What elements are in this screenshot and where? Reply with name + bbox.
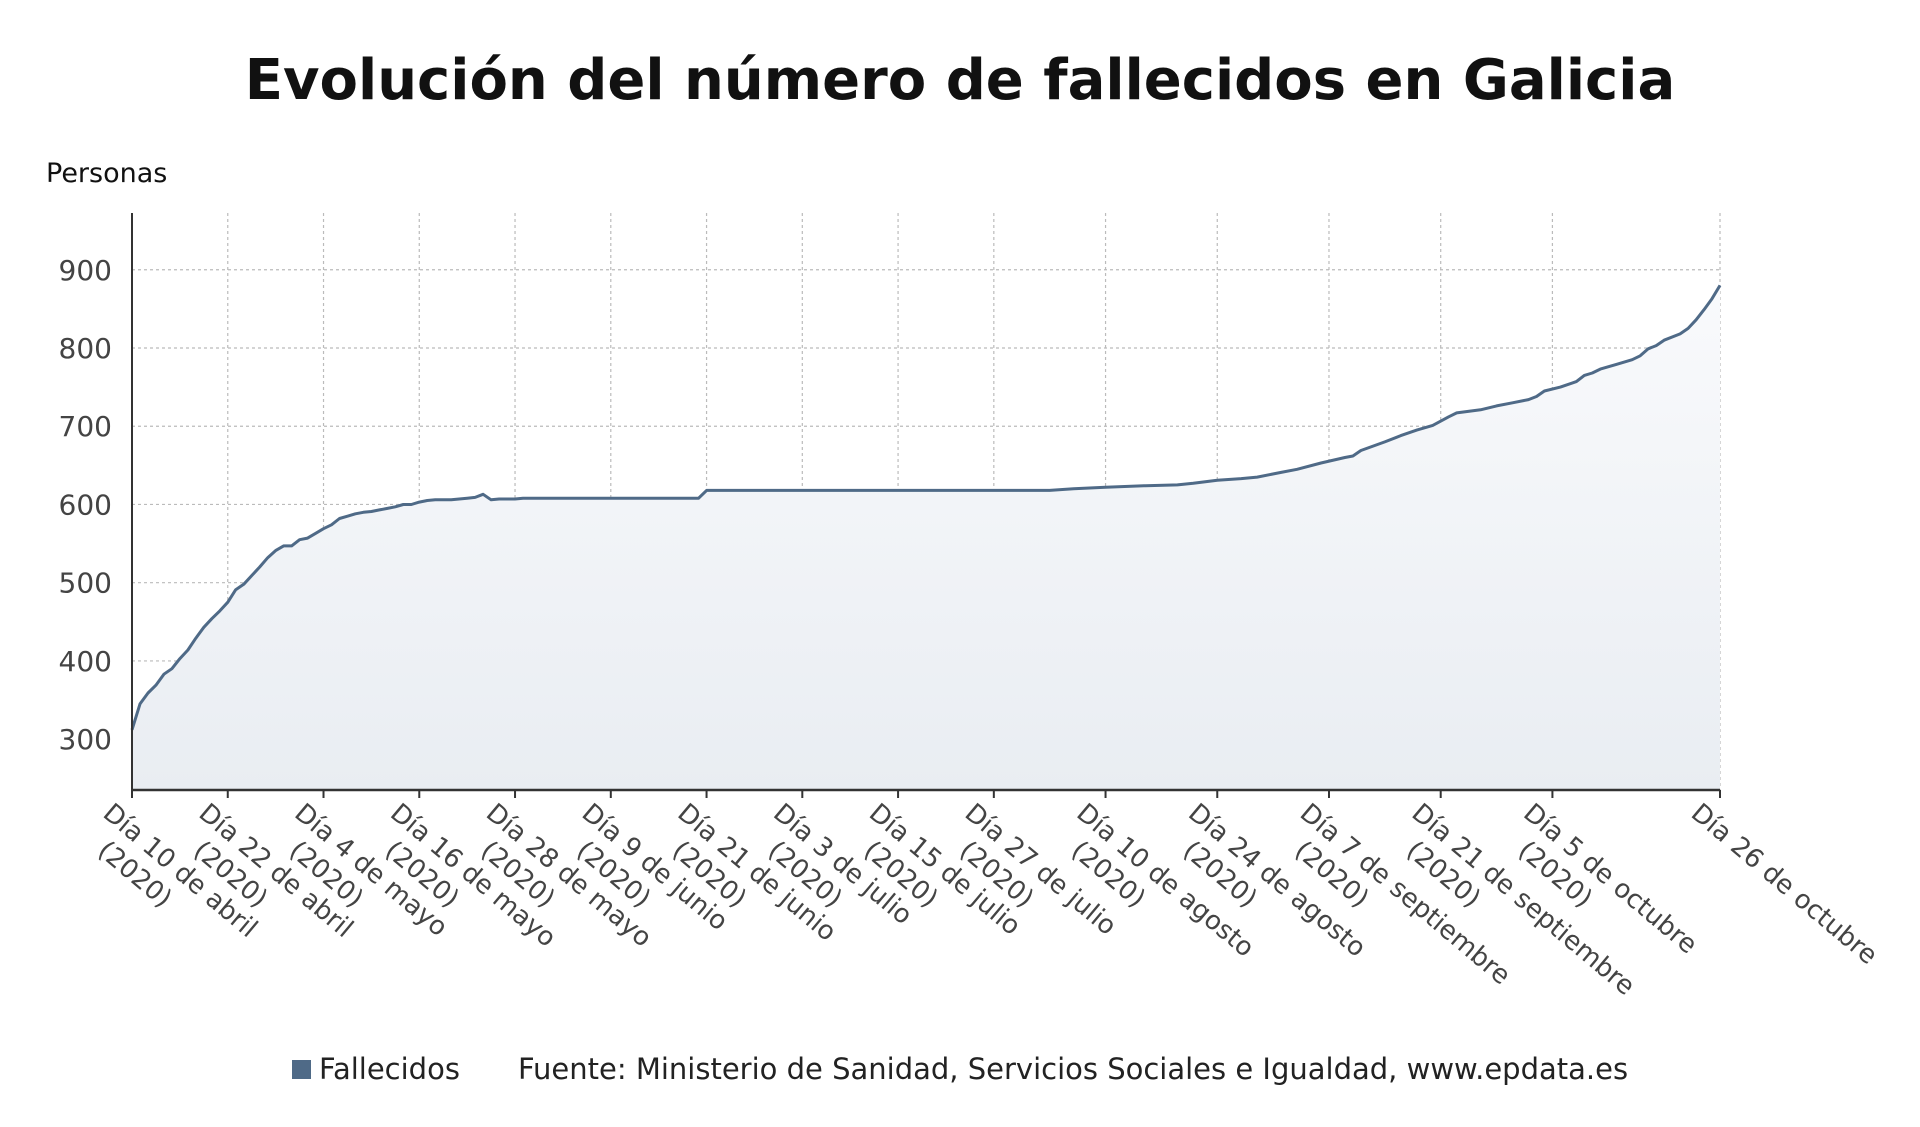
series-line-fallecidos — [130, 284, 1722, 731]
y-tick-labels: 300 400 500 600 700 800 900 — [59, 254, 112, 756]
area-layer — [130, 284, 1722, 790]
legend-label-fallecidos: Fallecidos — [318, 1052, 460, 1086]
y-axis-unit-label: Personas — [46, 158, 168, 189]
chart-title: Evolución del número de fallecidos en Ga… — [244, 48, 1676, 113]
y-tick-label: 800 — [59, 332, 112, 365]
legend-swatch-fallecidos — [291, 1060, 311, 1079]
x-tick-label: Día 26 de octubre — [1685, 798, 1883, 971]
x-tick-labels: Día 10 de abril(2020) Día 22 de abril(202… — [92, 798, 1883, 1002]
source-note: Fuente: Ministerio de Sanidad, Servicios… — [517, 1052, 1629, 1086]
y-tick-label: 600 — [59, 488, 112, 521]
x-tick-date: Día 21 de septiembre — [1406, 798, 1641, 1002]
series-area-fallecidos — [132, 285, 1720, 790]
y-tick-label: 700 — [59, 410, 112, 443]
x-tick-date: Día 26 de octubre — [1685, 798, 1883, 971]
axes — [131, 213, 1721, 798]
legend: Fallecidos Fuente: Ministerio de Sanidad,… — [0, 1052, 1920, 1086]
y-tick-label: 900 — [59, 254, 112, 287]
y-tick-label: 500 — [59, 567, 112, 600]
y-tick-label: 300 — [59, 723, 112, 756]
y-tick-label: 400 — [59, 645, 112, 678]
